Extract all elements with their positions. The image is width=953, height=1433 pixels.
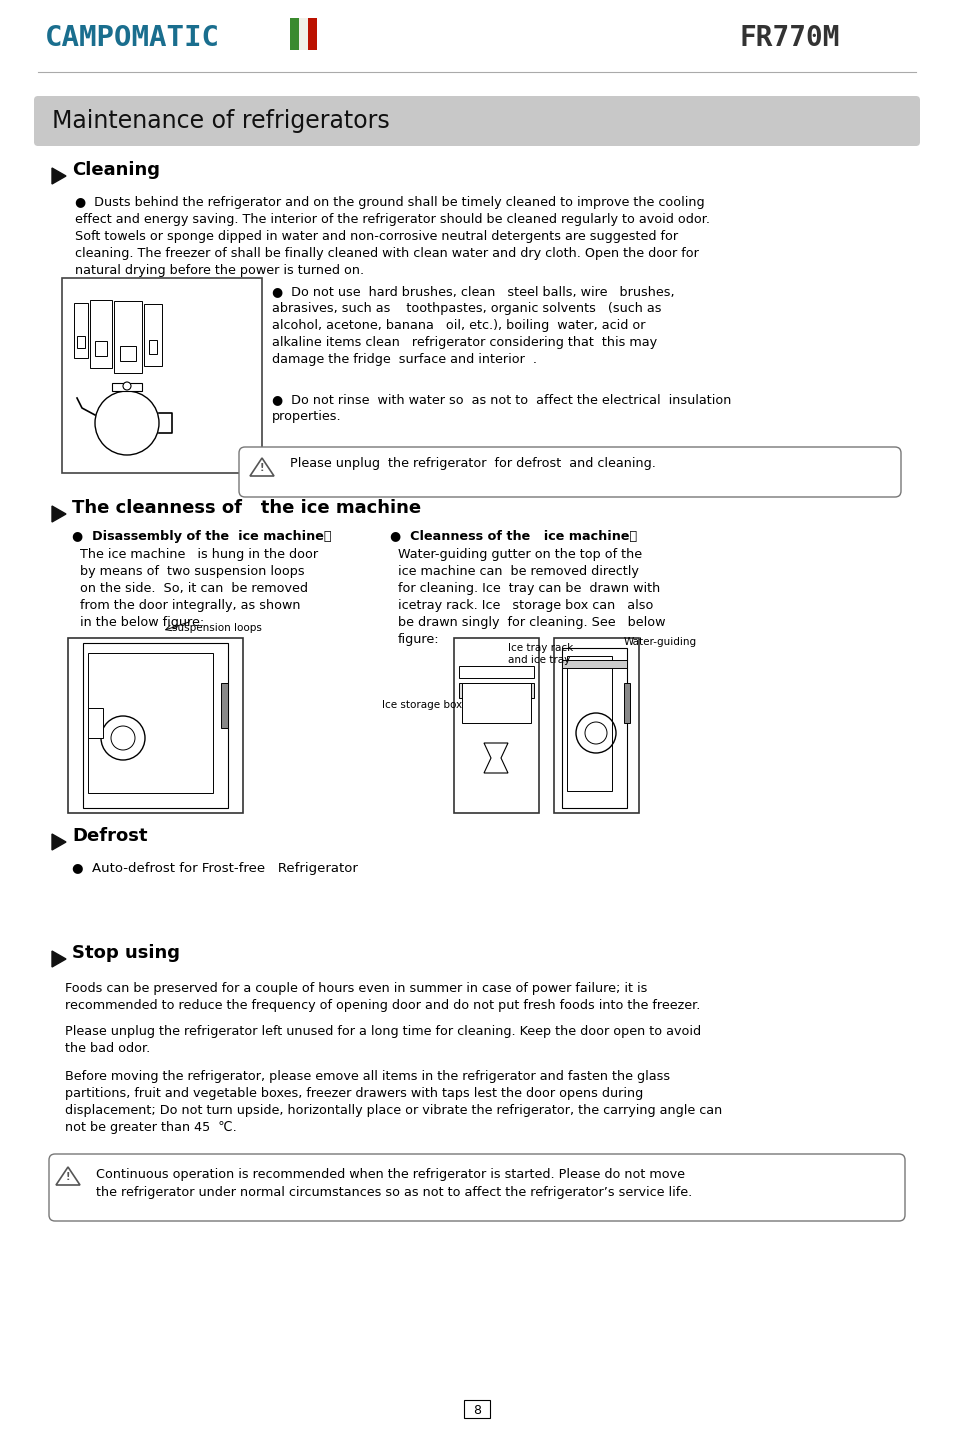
Bar xyxy=(221,684,228,728)
Bar xyxy=(112,383,142,391)
Bar xyxy=(74,302,88,358)
Bar xyxy=(561,648,626,808)
Text: CAMPOMATIC: CAMPOMATIC xyxy=(45,24,220,52)
Bar xyxy=(120,345,136,361)
Bar xyxy=(458,684,534,698)
Text: ●  Dusts behind the refrigerator and on the ground shall be timely cleaned to im: ● Dusts behind the refrigerator and on t… xyxy=(75,196,709,277)
Bar xyxy=(461,684,531,724)
Bar xyxy=(308,19,316,50)
Text: Stop using: Stop using xyxy=(71,944,180,962)
Bar xyxy=(88,708,103,738)
Text: The ice machine   is hung in the door
by means of  two suspension loops
on the s: The ice machine is hung in the door by m… xyxy=(80,547,317,629)
Text: ●  Do not use  hard brushes, clean   steel balls, wire   brushes,
abrasives, suc: ● Do not use hard brushes, clean steel b… xyxy=(272,285,674,365)
Bar xyxy=(454,638,538,813)
Text: Foods can be preserved for a couple of hours even in summer in case of power fai: Foods can be preserved for a couple of h… xyxy=(65,982,700,1012)
Bar xyxy=(290,19,298,50)
Text: ●  Do not rinse  with water so  as not to  affect the electrical  insulation
pro: ● Do not rinse with water so as not to a… xyxy=(272,393,731,423)
Text: Please unplug  the refrigerator  for defrost  and cleaning.: Please unplug the refrigerator for defro… xyxy=(290,457,656,470)
Bar xyxy=(62,278,262,473)
Text: 8: 8 xyxy=(473,1403,480,1416)
FancyBboxPatch shape xyxy=(239,447,900,497)
Text: ●  Disassembly of the  ice machine：: ● Disassembly of the ice machine： xyxy=(71,530,331,543)
Bar xyxy=(554,638,639,813)
Bar xyxy=(77,335,85,348)
Polygon shape xyxy=(52,168,66,183)
Polygon shape xyxy=(52,952,66,967)
Text: Water-guiding: Water-guiding xyxy=(623,638,697,648)
Text: Before moving the refrigerator, please emove all items in the refrigerator and f: Before moving the refrigerator, please e… xyxy=(65,1070,721,1134)
Bar xyxy=(83,643,228,808)
Bar xyxy=(144,304,162,365)
Text: suspension loops: suspension loops xyxy=(172,623,262,633)
Text: Continuous operation is recommended when the refrigerator is started. Please do : Continuous operation is recommended when… xyxy=(96,1168,692,1199)
Text: The cleanness of   the ice machine: The cleanness of the ice machine xyxy=(71,499,420,517)
FancyBboxPatch shape xyxy=(49,1154,904,1221)
Text: ●  Cleanness of the   ice machine：: ● Cleanness of the ice machine： xyxy=(390,530,637,543)
Text: Cleaning: Cleaning xyxy=(71,160,160,179)
Text: FR770M: FR770M xyxy=(739,24,840,52)
Text: Maintenance of refrigerators: Maintenance of refrigerators xyxy=(52,109,390,133)
Circle shape xyxy=(123,383,131,390)
Text: Water-guiding gutter on the top of the
ice machine can  be removed directly
for : Water-guiding gutter on the top of the i… xyxy=(397,547,665,646)
Bar xyxy=(90,299,112,368)
Bar xyxy=(623,684,629,724)
Text: Defrost: Defrost xyxy=(71,827,148,845)
Polygon shape xyxy=(52,506,66,522)
Bar xyxy=(113,301,142,373)
Bar xyxy=(298,19,308,50)
Text: Ice storage box: Ice storage box xyxy=(381,699,461,709)
Bar xyxy=(68,638,243,813)
Polygon shape xyxy=(52,834,66,850)
Text: ●  Auto-defrost for Frost-free   Refrigerator: ● Auto-defrost for Frost-free Refrigerat… xyxy=(71,863,357,876)
FancyBboxPatch shape xyxy=(34,96,919,146)
Bar xyxy=(561,661,626,668)
Bar xyxy=(566,656,612,791)
Bar xyxy=(149,340,157,354)
Text: Please unplug the refrigerator left unused for a long time for cleaning. Keep th: Please unplug the refrigerator left unus… xyxy=(65,1025,700,1055)
Bar xyxy=(88,653,213,792)
Text: !: ! xyxy=(259,463,264,473)
Text: !: ! xyxy=(66,1172,71,1182)
Bar xyxy=(95,341,107,355)
Bar xyxy=(463,1400,490,1419)
Bar xyxy=(458,666,534,678)
Text: Ice tray rack
and ice tray: Ice tray rack and ice tray xyxy=(507,643,573,665)
